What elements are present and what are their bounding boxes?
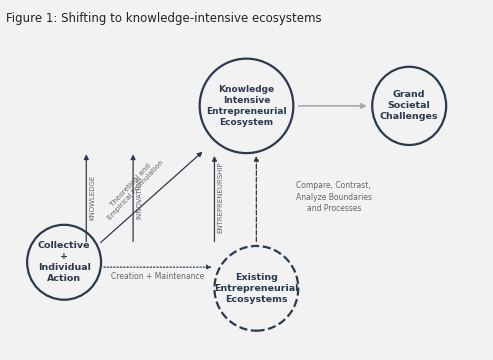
Text: Creation + Maintenance: Creation + Maintenance [111, 273, 205, 282]
Text: Compare, Contrast,
Analyze Boundaries
and Processes: Compare, Contrast, Analyze Boundaries an… [296, 181, 372, 213]
Text: Existing
Entrepreneurial
Ecosystems: Existing Entrepreneurial Ecosystems [214, 273, 299, 304]
Text: Collective
+
Individual
Action: Collective + Individual Action [37, 241, 91, 283]
Text: Grand
Societal
Challenges: Grand Societal Challenges [380, 90, 438, 121]
Text: KNOWLEDGE: KNOWLEDGE [90, 175, 96, 220]
Text: Theoretical and
Empirical Formulation: Theoretical and Empirical Formulation [102, 154, 165, 221]
Text: Figure 1: Shifting to knowledge-intensive ecosystems: Figure 1: Shifting to knowledge-intensiv… [6, 12, 321, 25]
Text: ENTREPRENEURSHIP: ENTREPRENEURSHIP [218, 161, 224, 233]
Text: INNOVATION: INNOVATION [137, 176, 142, 219]
Text: Knowledge
Intensive
Entrepreneurial
Ecosystem: Knowledge Intensive Entrepreneurial Ecos… [206, 85, 287, 127]
